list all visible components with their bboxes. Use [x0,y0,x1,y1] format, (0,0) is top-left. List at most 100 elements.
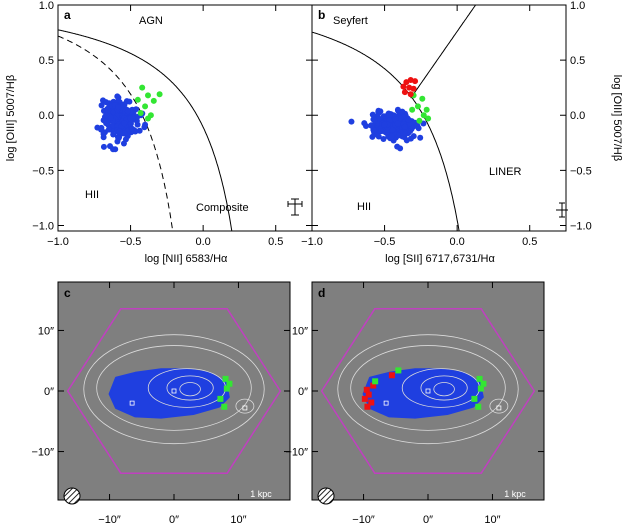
point-seyfert [410,85,417,92]
point-hii [371,117,378,124]
y-tick-label: 0″ [44,386,54,398]
y-tick-label: 1.0 [39,0,54,12]
axis-ticks: −10″ 0″ 10″ 10″ 0″ −10″ [31,282,290,526]
x-axis-label: log [SII] 6717,6731/Hα [385,253,495,265]
point-hii [386,112,393,119]
spatial-map-d: −10″ 0″ 10″ 10″ 0″ −10″ d 1 kpc [285,281,545,526]
contour [433,382,455,397]
point-hii [348,118,355,125]
y-tick-label: −0.5 [32,165,54,177]
point-seyfert [407,91,414,98]
contour [235,398,255,414]
point-hii [105,126,112,133]
contour [166,375,214,401]
axis-ticks: −10″ 0″ 10″ 10″ 0″ −10″ [285,282,544,526]
composite-spaxel [477,385,484,392]
panel-label: c [64,286,71,300]
point-seyfert [400,83,407,90]
y-axis-label-right: log [OIII] 5007/Hβ [611,75,623,161]
x-tick-label: −0.5 [120,236,142,248]
axis-ticks: −1.0 −0.5 0.0 0.5 −1.0 −0.5 0.0 0.5 1.0 [32,0,312,248]
point-hii [375,133,382,140]
point-hii [110,146,117,153]
map-content [320,308,536,474]
point-hii [371,127,378,134]
seyfert-spaxel [363,386,370,393]
x-tick-label: 10″ [230,514,246,526]
y-tick-label: 0.0 [39,110,54,122]
point-composite [150,97,157,104]
y-tick-label: −1.0 [32,220,54,232]
point-hii [127,115,134,122]
axis-ticks: −1.0 −0.5 0.0 0.5 −1.0 −0.5 0.0 0.5 1.0 [301,0,592,248]
point-composite [416,117,423,124]
point-hii [377,108,384,115]
point-hii [122,136,129,143]
demarcation-curves [312,5,477,231]
point-hii [388,133,395,140]
demarcation-curve-2 [410,5,477,99]
beam-icon [317,487,335,505]
point-hii [407,135,414,142]
y-tick-label: 0.0 [570,110,585,122]
x-axis-label: log [NII] 6583/Hα [145,253,228,265]
scale-bar-label: 1 kpc [250,489,272,499]
composite-spaxel [475,403,482,410]
contour [350,345,506,431]
point-composite [414,103,421,110]
region-label-hii: HII [85,189,99,201]
panel-label: d [318,286,325,300]
point-composite [139,84,146,91]
x-tick-label: 0.5 [522,236,537,248]
composite-spaxel [471,395,478,402]
point-hii [103,112,110,119]
point-hii [124,108,131,115]
point-hii [110,131,117,138]
x-tick-label: 0″ [169,514,179,526]
point-hii [116,128,123,135]
point-hii [381,121,388,128]
point-composite [419,95,426,102]
point-hii [114,93,121,100]
y-tick-label: −0.5 [570,165,592,177]
point-seyfert [412,78,419,85]
demarcation-curve-1 [312,31,460,231]
x-tick-label: −10″ [98,514,121,526]
point-composite [142,103,149,110]
point-composite [409,106,416,113]
x-tick-label: 0.0 [449,236,464,248]
contour [337,334,519,445]
marker-square [171,388,177,394]
composite-spaxel [217,395,224,402]
point-hii [100,130,107,137]
composite-spaxel [223,385,230,392]
contour [83,334,265,445]
point-hii [102,118,109,125]
x-tick-label: −10″ [352,514,375,526]
error-bar-icon [556,202,568,218]
point-hii [134,121,141,128]
point-composite [156,91,163,98]
contour [179,382,201,397]
point-hii [417,134,424,141]
contour [489,398,509,414]
y-tick-label: 0.5 [39,55,54,67]
scale-bar-label: 1 kpc [504,489,526,499]
point-hii [115,104,122,111]
beam-icon [63,487,81,505]
bpt-nii-panel: −1.0 −0.5 0.0 0.5 −1.0 −0.5 0.0 0.5 1.0 a AGN HI… [5,0,313,265]
y-axis-label: log [OIII] 5007/Hβ [5,75,17,161]
composite-spaxel [480,380,487,387]
composite-spaxel [222,375,229,382]
bpt-sii-panel: −1.0 −0.5 0.0 0.5 −1.0 −0.5 0.0 0.5 1.0 b Seyfer… [301,0,623,265]
point-hii [414,122,421,129]
data-points [348,76,432,152]
seyfert-spaxel [361,395,368,402]
seyfert-spaxel [365,391,372,398]
point-composite [420,112,427,119]
composite-spaxel [221,403,228,410]
point-hii [100,143,107,150]
point-hii [103,99,110,106]
x-tick-label: 0.5 [268,236,283,248]
seyfert-spaxel [368,399,375,406]
